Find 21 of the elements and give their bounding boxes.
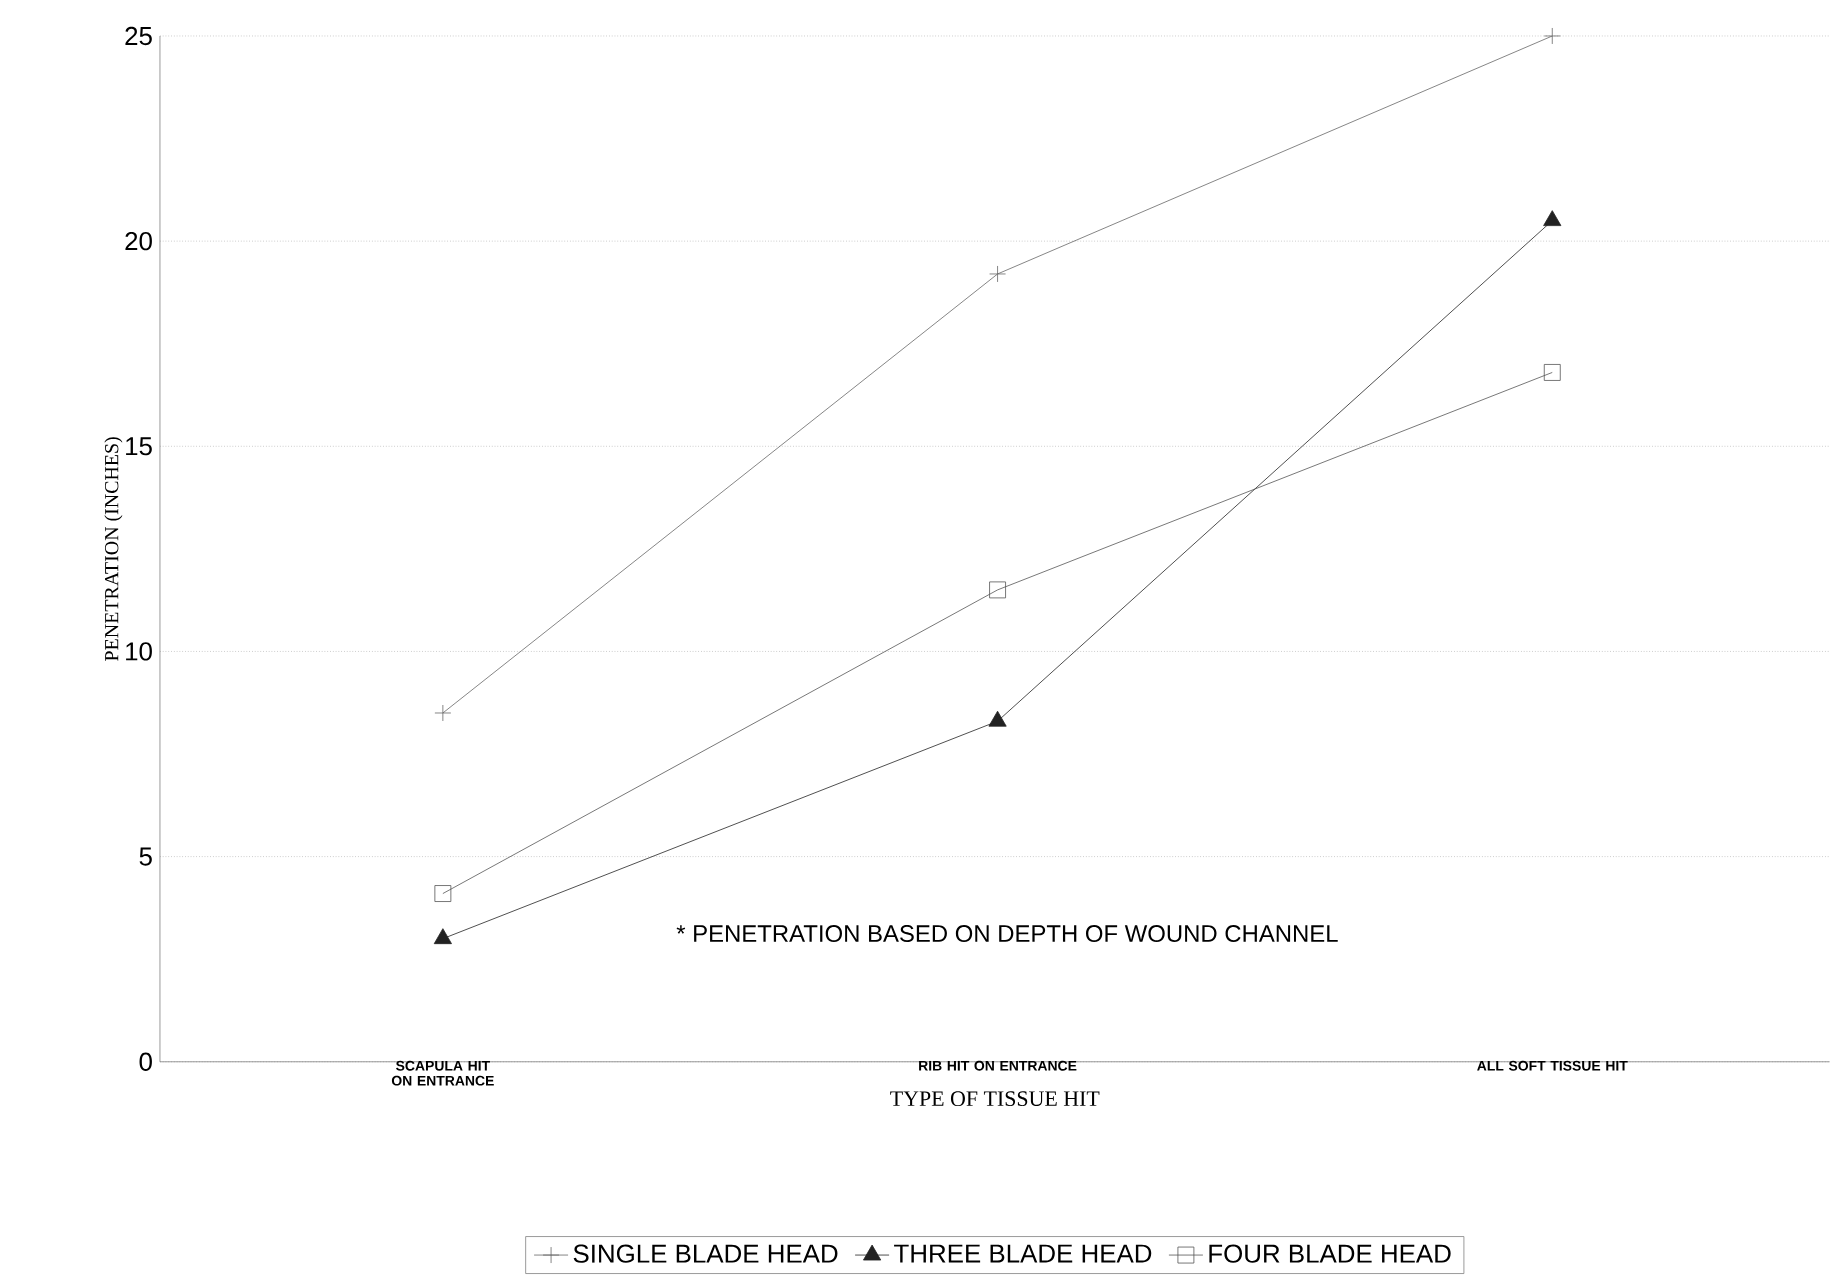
point <box>988 710 1007 727</box>
y-tick-label: 10 <box>126 642 152 661</box>
y-axis-title: PENETRATION (INCHES) <box>104 437 123 662</box>
y-tick-label: 5 <box>139 847 152 866</box>
point <box>1543 364 1561 381</box>
point <box>434 704 452 722</box>
y-tick-label: 15 <box>126 437 152 456</box>
annotation: * PENETRATION BASED ON DEPTH OF WOUND CHANNEL <box>676 925 1338 943</box>
legend-label: SINGLE BLADE HEAD <box>573 1244 838 1263</box>
point <box>1543 210 1562 227</box>
legend-label: FOUR BLADE HEAD <box>1209 1244 1451 1263</box>
point <box>989 265 1006 283</box>
point <box>434 885 452 903</box>
point <box>1543 27 1561 45</box>
point <box>989 581 1006 599</box>
y-tick-label: 0 <box>139 1052 152 1072</box>
point <box>433 928 452 945</box>
legend-label: THREE BLADE HEAD <box>894 1244 1152 1263</box>
x-axis-title: TYPE OF TISSUE HIT <box>890 1091 1100 1107</box>
y-tick-label: 20 <box>125 232 152 251</box>
y-tick-label: 25 <box>125 26 152 46</box>
